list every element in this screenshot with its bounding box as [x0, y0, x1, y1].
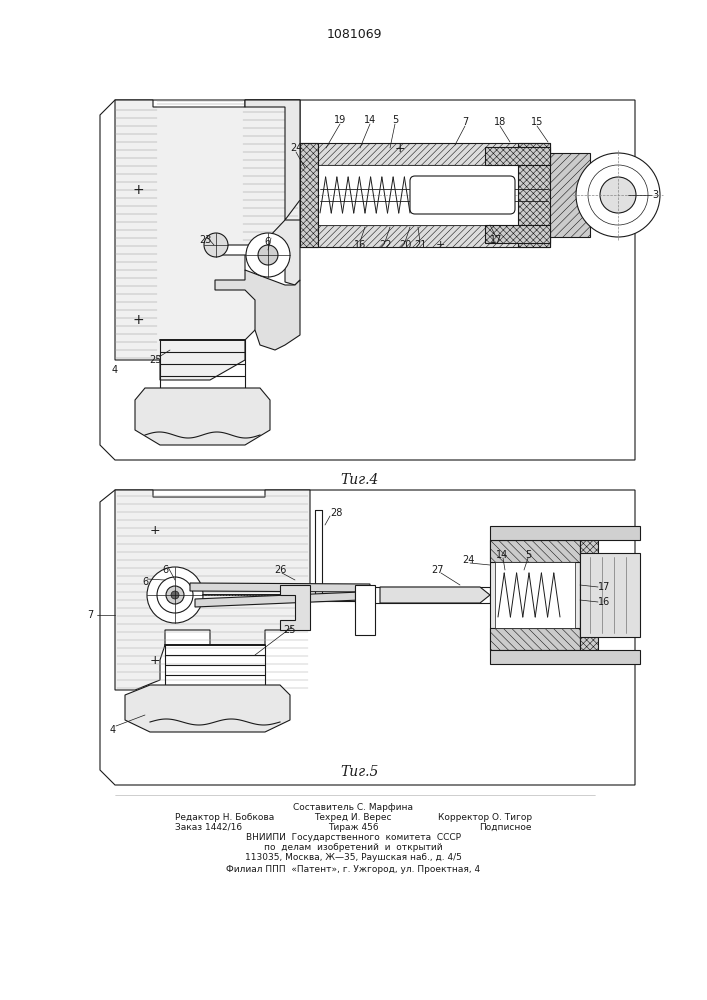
Bar	[518, 143, 550, 247]
Polygon shape	[215, 270, 300, 350]
Circle shape	[466, 191, 474, 199]
Text: по  делам  изобретений  и  открытий: по делам изобретений и открытий	[264, 844, 443, 852]
Bar	[490, 540, 580, 650]
Text: 6: 6	[142, 577, 148, 587]
Text: 5: 5	[392, 115, 398, 125]
Text: Τиг.4: Τиг.4	[341, 473, 379, 487]
Polygon shape	[100, 490, 635, 785]
Text: 1081069: 1081069	[326, 28, 382, 41]
Text: 6: 6	[264, 237, 270, 247]
Text: ВНИИПИ  Государственного  комитета  СССР: ВНИИПИ Государственного комитета СССР	[245, 834, 460, 842]
Text: 17: 17	[490, 235, 502, 245]
Bar	[485, 225, 550, 243]
Text: Τиг.5: Τиг.5	[341, 765, 379, 779]
Text: 21: 21	[414, 240, 426, 250]
Text: 20: 20	[399, 240, 411, 250]
Bar	[490, 650, 640, 664]
Text: 16: 16	[598, 597, 610, 607]
Bar	[300, 143, 318, 247]
Text: +: +	[132, 313, 144, 327]
Polygon shape	[195, 592, 360, 607]
Text: +: +	[436, 240, 445, 250]
Text: 4: 4	[112, 365, 118, 375]
Text: Техред И. Верес: Техред И. Верес	[314, 812, 392, 822]
Circle shape	[576, 153, 660, 237]
Text: 28: 28	[330, 508, 342, 518]
Text: Заказ 1442/16: Заказ 1442/16	[175, 822, 242, 832]
Text: 16: 16	[354, 240, 366, 250]
Polygon shape	[245, 100, 300, 220]
Text: 24: 24	[462, 555, 474, 565]
Text: +: +	[150, 654, 160, 666]
Text: Составитель С. Марфина: Составитель С. Марфина	[293, 802, 413, 812]
Circle shape	[204, 233, 228, 257]
Text: 4: 4	[110, 725, 116, 735]
Text: +: +	[132, 183, 144, 197]
Bar	[580, 553, 640, 637]
Text: 23: 23	[199, 235, 211, 245]
Bar	[495, 562, 575, 628]
Polygon shape	[115, 490, 310, 690]
Text: 25: 25	[148, 355, 161, 365]
Bar	[490, 540, 580, 562]
FancyBboxPatch shape	[410, 176, 515, 214]
Text: 113035, Москва, Ж—35, Раушская наб., д. 4/5: 113035, Москва, Ж—35, Раушская наб., д. …	[245, 854, 462, 862]
Bar	[300, 225, 550, 247]
Text: Тираж 456: Тираж 456	[327, 822, 378, 832]
Circle shape	[588, 165, 648, 225]
Text: 24: 24	[290, 143, 302, 153]
Text: 7: 7	[462, 117, 468, 127]
Polygon shape	[135, 388, 270, 445]
Text: 5: 5	[525, 550, 531, 560]
Text: 14: 14	[364, 115, 376, 125]
Text: Филиал ППП  «Патент», г. Ужгород, ул. Проектная, 4: Филиал ППП «Патент», г. Ужгород, ул. Про…	[226, 864, 480, 874]
Circle shape	[157, 577, 193, 613]
Polygon shape	[115, 100, 300, 380]
Text: 27: 27	[432, 565, 444, 575]
Circle shape	[147, 567, 203, 623]
Polygon shape	[280, 585, 310, 630]
Text: 7: 7	[87, 610, 93, 620]
Circle shape	[460, 185, 480, 205]
Bar	[550, 153, 590, 237]
Circle shape	[166, 586, 184, 604]
Text: 17: 17	[598, 582, 610, 592]
Circle shape	[600, 177, 636, 213]
Bar	[300, 143, 550, 165]
Polygon shape	[215, 238, 285, 270]
Text: 25: 25	[284, 625, 296, 635]
Bar	[490, 526, 640, 540]
Polygon shape	[268, 220, 300, 285]
Bar	[580, 540, 598, 650]
Bar	[300, 165, 550, 225]
Polygon shape	[100, 100, 635, 460]
Text: +: +	[150, 524, 160, 536]
Text: 22: 22	[379, 240, 391, 250]
Text: 3: 3	[652, 190, 658, 200]
Polygon shape	[380, 587, 490, 603]
Text: Подписное: Подписное	[479, 822, 532, 832]
Text: 18: 18	[494, 117, 506, 127]
Text: 15: 15	[531, 117, 543, 127]
Text: 26: 26	[274, 565, 286, 575]
Bar	[490, 628, 580, 650]
Polygon shape	[125, 685, 290, 732]
Bar	[485, 147, 550, 165]
Text: 19: 19	[334, 115, 346, 125]
Text: +: +	[395, 141, 405, 154]
Circle shape	[258, 245, 278, 265]
Text: 6: 6	[162, 565, 168, 575]
Bar	[355, 587, 490, 603]
Polygon shape	[190, 583, 370, 592]
Text: Редактор Н. Бобкова: Редактор Н. Бобкова	[175, 812, 274, 822]
Text: 14: 14	[496, 550, 508, 560]
Bar	[355, 585, 375, 635]
Text: Корректор О. Тигор: Корректор О. Тигор	[438, 812, 532, 822]
Circle shape	[246, 233, 290, 277]
Circle shape	[171, 591, 179, 599]
